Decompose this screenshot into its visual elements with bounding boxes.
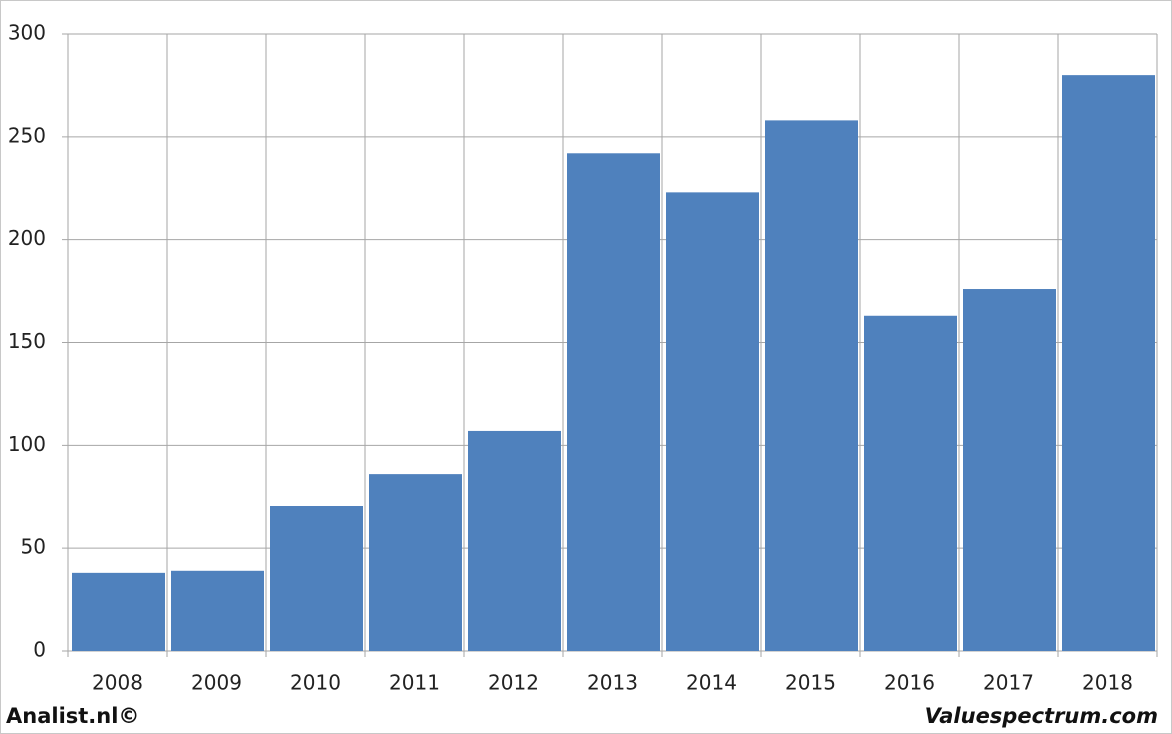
x-tick-label: 2015 — [785, 671, 836, 695]
x-tick-label: 2008 — [92, 671, 143, 695]
bar — [864, 315, 957, 651]
bar — [468, 430, 561, 651]
bar — [270, 506, 363, 651]
x-tick-label: 2016 — [884, 671, 935, 695]
y-tick-label: 50 — [21, 535, 46, 559]
x-tick-label: 2012 — [488, 671, 539, 695]
y-tick-label: 200 — [8, 226, 46, 250]
x-tick-label: 2013 — [587, 671, 638, 695]
bar — [1062, 75, 1155, 652]
bar — [765, 120, 858, 651]
y-tick-label: 250 — [8, 123, 46, 147]
bar — [666, 192, 759, 651]
x-tick-label: 2014 — [686, 671, 737, 695]
bar — [171, 570, 264, 651]
y-tick-label: 300 — [8, 21, 46, 45]
y-tick-label: 100 — [8, 432, 46, 456]
x-tick-label: 2017 — [983, 671, 1034, 695]
bar — [567, 153, 660, 651]
x-tick-label: 2011 — [389, 671, 440, 695]
footer-right: Valuespectrum.com — [925, 704, 1158, 728]
y-tick-label: 150 — [8, 329, 46, 353]
x-tick-label: 2010 — [290, 671, 341, 695]
bar — [963, 289, 1056, 651]
x-tick-label: 2009 — [191, 671, 242, 695]
x-tick-label: 2018 — [1082, 671, 1133, 695]
bar — [369, 474, 462, 651]
y-tick-label: 0 — [33, 638, 46, 662]
footer-left: Analist.nl© — [6, 704, 139, 728]
bar — [72, 572, 165, 651]
